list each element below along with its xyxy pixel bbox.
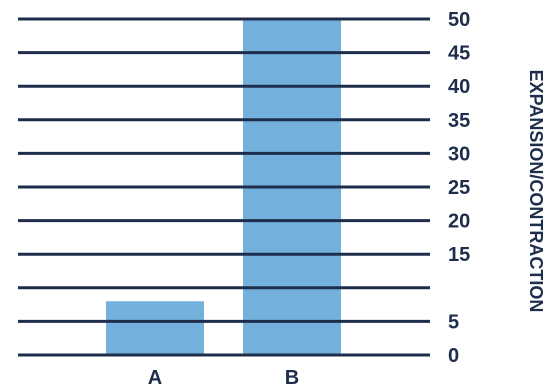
x-category-label: B [285, 367, 299, 389]
y-tick-label: 35 [448, 110, 470, 132]
y-tick-label: 40 [448, 76, 470, 98]
y-tick-label: 20 [448, 211, 470, 233]
y-tick-labels: 0 5 15 20 25 30 35 40 45 50 [448, 9, 470, 367]
y-tick-label: 50 [448, 9, 470, 31]
y-tick-label: 25 [448, 177, 470, 199]
gridlines [18, 17, 430, 357]
y-tick-label: 45 [448, 43, 470, 65]
y-tick-label: 0 [448, 345, 459, 367]
y-axis-title: EXPANSION/CONTRACTION [526, 70, 546, 313]
y-tick-label: 5 [448, 311, 459, 333]
bar-a [106, 301, 204, 355]
y-tick-label: 30 [448, 143, 470, 165]
y-tick-label: 15 [448, 244, 470, 266]
x-category-label: A [148, 367, 162, 389]
